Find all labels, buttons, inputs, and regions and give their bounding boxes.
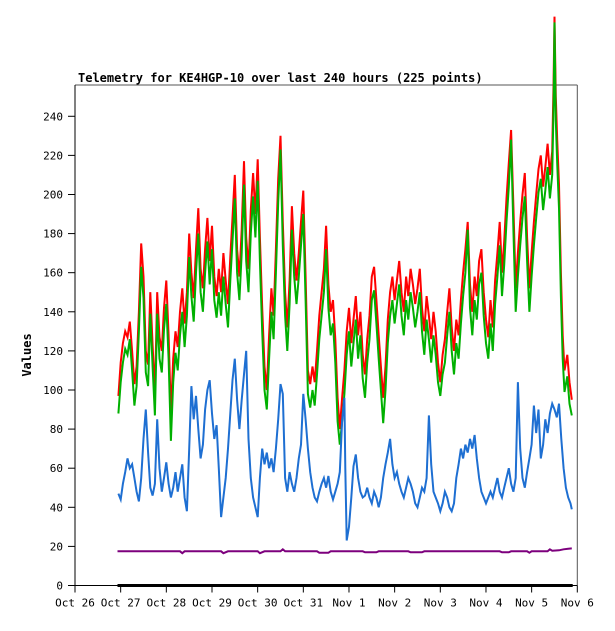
x-tick-label: Oct 28 (146, 597, 186, 610)
y-tick-label: 240 (43, 110, 63, 123)
y-axis-label: Values (20, 333, 34, 376)
x-tick-label: Nov 4 (469, 597, 502, 610)
series-green-line (117, 22, 573, 445)
x-tick-label: Oct 29 (192, 597, 232, 610)
y-tick-label: 20 (50, 540, 63, 553)
chart-title: Telemetry for KE4HGP-10 over last 240 ho… (78, 71, 483, 85)
x-tick-label: Oct 27 (101, 597, 141, 610)
series-red-line (117, 16, 573, 430)
series-purple-line (117, 547, 572, 555)
x-tick-label: Nov 1 (332, 597, 365, 610)
x-tick-label: Oct 31 (283, 597, 323, 610)
y-tick-label: 180 (43, 228, 63, 241)
y-tick-label: 60 (50, 462, 63, 475)
x-tick-label: Oct 26 (55, 597, 95, 610)
y-axis-ticks: 0 20 40 60 80 100 120 140 160 180 200 220 240 (43, 110, 75, 593)
y-tick-label: 160 (43, 267, 63, 280)
y-tick-label: 80 (50, 423, 63, 436)
y-tick-label: 120 (43, 345, 63, 358)
y-tick-label: 100 (43, 384, 63, 397)
y-tick-label: 140 (43, 306, 63, 319)
x-tick-label: Nov 5 (515, 597, 548, 610)
y-tick-label: 200 (43, 188, 63, 201)
y-tick-label: 220 (43, 149, 63, 162)
x-tick-label: Oct 30 (238, 597, 278, 610)
x-tick-label: Nov 3 (424, 597, 457, 610)
data-series (117, 16, 573, 587)
y-tick-label: 40 (50, 501, 63, 514)
x-tick-label: Nov 2 (378, 597, 411, 610)
x-axis-ticks: Oct 26 Oct 27 Oct 28 Oct 29 Oct 30 Oct 31 Nov … (55, 585, 594, 610)
series-blue-line (117, 350, 573, 541)
x-tick-label: Nov 6 (561, 597, 594, 610)
y-tick-label: 0 (56, 580, 63, 593)
